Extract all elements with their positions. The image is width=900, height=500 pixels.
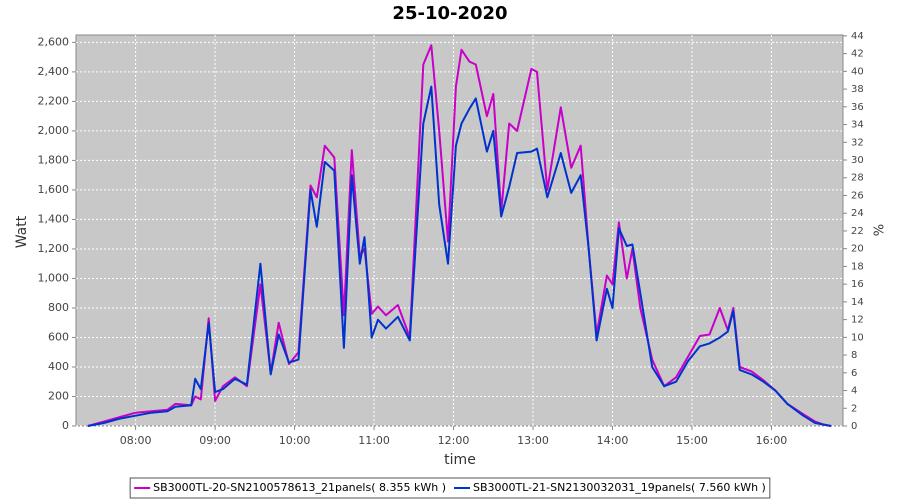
y2-tick-label: 30 [851,155,864,166]
y-tick-label: 1,400 [38,212,70,225]
legend: SB3000TL-20-SN2100578613_21panels( 8.355… [129,477,771,499]
y-tick-label: 1,000 [38,271,70,284]
y2-tick-label: 22 [851,226,864,237]
y2-tick-label: 34 [851,120,864,131]
legend-box [129,477,771,499]
y2-tick-label: 16 [851,279,864,290]
x-tick-label: 11:00 [358,434,390,447]
x-tick-label: 15:00 [676,434,708,447]
y2-tick-label: 28 [851,173,864,184]
y-tick-label: 1,200 [38,242,70,255]
y-tick-label: 400 [48,360,69,373]
x-axis-label: time [444,452,476,468]
y-tick-label: 200 [48,389,69,402]
y2-tick-label: 0 [851,421,857,432]
chart-title: 25-10-2020 [392,3,507,24]
y2-tick-label: 32 [851,137,864,148]
y-tick-label: 2,200 [38,94,70,107]
series-line [87,44,832,427]
x-tick-label: 13:00 [517,434,549,447]
y2-tick-label: 26 [851,190,864,201]
x-tick-label: 14:00 [597,434,629,447]
x-tick-label: 09:00 [199,434,231,447]
plot-area [75,34,844,427]
y2-tick-label: 18 [851,261,864,272]
y-tick-label: 2,000 [38,124,70,137]
y2-tick-label: 14 [851,297,864,308]
y-tick-label: 600 [48,330,69,343]
y2-tick-label: 36 [851,102,864,113]
y2-tick-label: 10 [851,332,864,343]
y-tick-label: 2,400 [38,65,70,78]
y-tick-label: 2,600 [38,35,70,48]
series-line [87,85,832,427]
y-axis-label: Watt [14,215,30,248]
x-tick-label: 10:00 [279,434,311,447]
legend-label: SB3000TL-21-SN2130032031_19panels( 7.560… [473,481,766,494]
x-tick-label: 12:00 [438,434,470,447]
y2-tick-label: 2 [851,403,857,414]
y-tick-label: 1,600 [38,183,70,196]
y2-tick-label: 20 [851,244,864,255]
y-tick-label: 800 [48,301,69,314]
y2-tick-label: 24 [851,208,864,219]
y2-tick-label: 8 [851,350,857,361]
x-tick-label: 16:00 [756,434,788,447]
y2-tick-label: 42 [851,49,864,60]
x-tick-label: 08:00 [120,434,152,447]
legend-label: SB3000TL-20-SN2100578613_21panels( 8.355… [153,481,446,494]
y2-tick-label: 12 [851,315,864,326]
y2-tick-label: 6 [851,368,857,379]
y2-tick-label: 44 [851,31,864,42]
y2-tick-label: 4 [851,386,857,397]
y2-axis-label: % [873,224,888,236]
y-tick-label: 0 [62,419,69,432]
y2-tick-label: 38 [851,84,864,95]
y2-tick-label: 40 [851,66,864,77]
y-tick-label: 1,800 [38,153,70,166]
